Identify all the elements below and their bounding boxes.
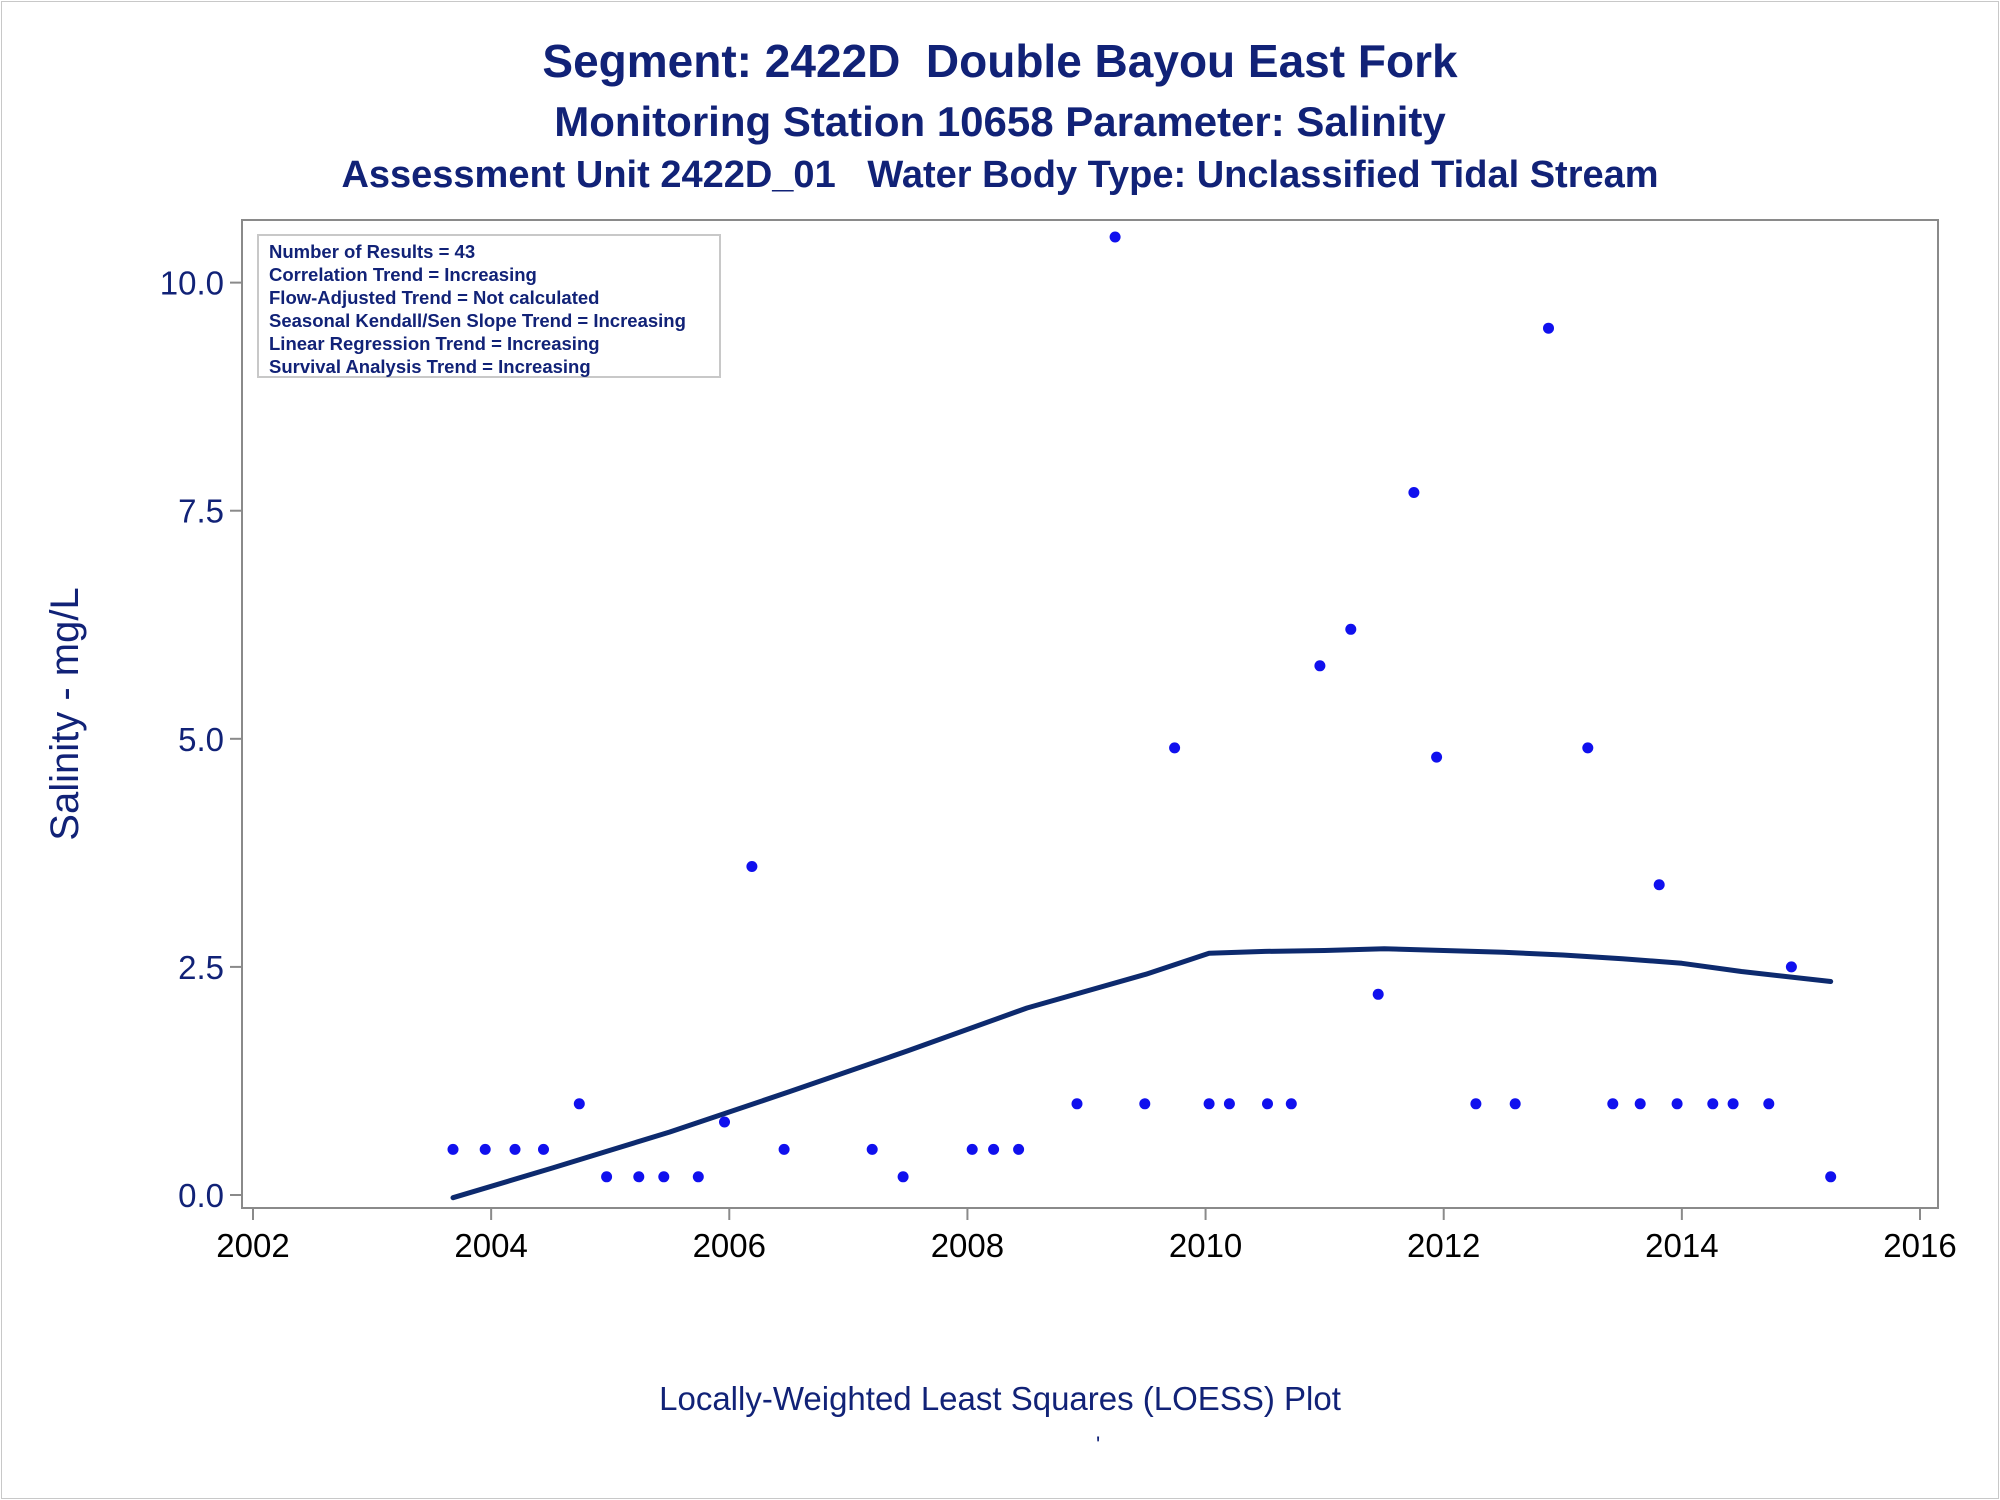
data-point — [1431, 751, 1443, 763]
data-point — [1825, 1171, 1837, 1183]
y-tick-label: 0.0 — [178, 1177, 224, 1214]
stats-line: Flow-Adjusted Trend = Not calculated — [269, 287, 599, 308]
data-point — [1707, 1098, 1719, 1110]
data-point — [1345, 623, 1357, 635]
data-point — [1071, 1098, 1083, 1110]
stats-line: Linear Regression Trend = Increasing — [269, 333, 600, 354]
x-tick-label: 2010 — [1169, 1227, 1242, 1264]
chart-title: Segment: 2422D Double Bayou East Fork — [542, 35, 1458, 87]
data-point — [1408, 487, 1420, 498]
data-point — [447, 1143, 459, 1155]
data-point — [573, 1098, 585, 1110]
data-point — [1013, 1143, 1025, 1155]
data-point — [719, 1116, 730, 1128]
data-point — [1785, 961, 1797, 973]
y-tick-label: 2.5 — [178, 949, 224, 986]
x-tick-label: 2004 — [454, 1227, 527, 1264]
y-axis-label: Salinity - mg/L — [43, 587, 87, 840]
data-point — [1262, 1098, 1273, 1110]
x-tick-label: 2014 — [1645, 1227, 1718, 1264]
y-tick-label: 10.0 — [160, 265, 224, 302]
stats-line: Survival Analysis Trend = Increasing — [269, 356, 591, 377]
data-point — [746, 861, 758, 872]
data-point — [897, 1171, 909, 1183]
data-point — [1372, 988, 1384, 1000]
data-point — [966, 1143, 978, 1155]
data-point — [778, 1143, 790, 1155]
stats-box — [257, 234, 721, 378]
x-tick-label: 2006 — [693, 1227, 766, 1264]
data-point — [509, 1143, 521, 1155]
y-tick-label: 7.5 — [178, 493, 224, 530]
data-point — [692, 1171, 704, 1183]
data-point — [479, 1143, 491, 1155]
x-tick-label: 2008 — [931, 1227, 1004, 1264]
data-point — [1509, 1098, 1521, 1110]
stats-line: Seasonal Kendall/Sen Slope Trend = Incre… — [269, 310, 686, 331]
data-point — [538, 1143, 549, 1155]
data-point — [1634, 1098, 1646, 1110]
footnote-mark: ' — [1096, 1432, 1101, 1457]
data-point — [1314, 660, 1326, 672]
chart-subtitle-2: Assessment Unit 2422D_01 Water Body Type… — [341, 154, 1659, 196]
data-point — [1671, 1098, 1683, 1110]
data-point — [1109, 231, 1121, 243]
data-point — [1763, 1098, 1775, 1110]
data-point — [988, 1143, 1000, 1155]
loess-line — [450, 946, 1834, 1201]
stats-line: Correlation Trend = Increasing — [269, 264, 537, 285]
data-point — [1223, 1098, 1235, 1110]
data-point — [1607, 1098, 1619, 1110]
data-point — [658, 1171, 670, 1183]
plot-area — [241, 219, 1939, 1209]
x-tick-label: 2002 — [216, 1227, 289, 1264]
x-tick-label: 2016 — [1883, 1227, 1956, 1264]
data-point — [1543, 322, 1554, 334]
data-point — [1285, 1098, 1297, 1110]
data-point — [1470, 1098, 1482, 1110]
x-tick-label: 2012 — [1407, 1227, 1480, 1264]
data-point — [866, 1143, 878, 1155]
chart-subtitle: Monitoring Station 10658 Parameter: Sali… — [554, 98, 1446, 145]
data-point — [601, 1171, 613, 1183]
data-point — [1582, 742, 1594, 754]
data-point — [633, 1171, 645, 1183]
data-point — [1653, 879, 1665, 891]
y-tick-label: 5.0 — [178, 721, 224, 758]
stats-line: Number of Results = 43 — [269, 241, 475, 262]
data-point — [1139, 1098, 1151, 1110]
plot-footnote: Locally-Weighted Least Squares (LOESS) P… — [659, 1380, 1341, 1417]
data-point — [1727, 1098, 1739, 1110]
data-point — [1169, 742, 1181, 754]
data-point — [1203, 1098, 1215, 1110]
